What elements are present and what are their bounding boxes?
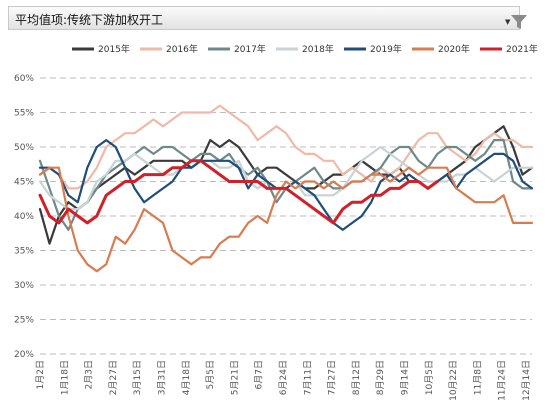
chart-title: 平均值项:传统下游加权开工 xyxy=(15,13,164,27)
legend-label: 2018年 xyxy=(302,43,334,55)
filter-icon[interactable] xyxy=(510,13,528,31)
chart-legend: 2015年 2016年 2017年 2018年 2019年 2020年 2021年 xyxy=(72,43,538,55)
legend-label: 2019年 xyxy=(370,43,402,55)
series-line-2021年 xyxy=(38,159,439,225)
y-tick-label: 20% xyxy=(14,350,34,360)
y-tick-label: 60% xyxy=(14,74,34,84)
dropdown-arrow-icon[interactable]: ▼ xyxy=(505,18,511,26)
chart-series xyxy=(38,104,534,273)
legend-label: 2020年 xyxy=(438,43,470,55)
x-tick-label: 11月8日 xyxy=(472,360,483,395)
x-tick-label: 6月24日 xyxy=(278,360,289,395)
y-tick-label: 50% xyxy=(14,143,34,153)
legend-label: 2015年 xyxy=(98,43,130,55)
x-tick-label: 9月14日 xyxy=(400,360,411,395)
x-tick-label: 1月2日 xyxy=(35,360,46,389)
x-tick-label: 5月21日 xyxy=(229,360,240,395)
x-tick-label: 7月27日 xyxy=(327,360,338,395)
y-tick-label: 55% xyxy=(14,109,34,119)
x-tick-label: 7月11日 xyxy=(302,360,313,395)
x-tick-label: 10月5日 xyxy=(424,360,435,395)
x-tick-label: 5月5日 xyxy=(205,360,216,389)
x-tick-label: 3月31日 xyxy=(157,360,168,395)
x-tick-label: 8月29日 xyxy=(375,360,386,395)
y-axis-ticks: 20% 25% 30% 35% 40% 45% 50% 55% 60% xyxy=(14,74,34,360)
x-tick-label: 12月14日 xyxy=(521,360,532,401)
x-tick-label: 11月24日 xyxy=(497,360,508,401)
x-tick-label: 2月3日 xyxy=(84,360,95,389)
y-tick-label: 30% xyxy=(14,281,34,291)
legend-label: 2017年 xyxy=(234,43,266,55)
legend-label: 2016年 xyxy=(166,43,198,55)
x-tick-label: 4月18日 xyxy=(181,360,192,395)
y-tick-label: 45% xyxy=(14,178,34,188)
y-tick-label: 40% xyxy=(14,212,34,222)
y-tick-label: 35% xyxy=(14,247,34,257)
x-tick-label: 1月18日 xyxy=(59,360,70,395)
y-tick-label: 25% xyxy=(14,316,34,326)
series-line-2020年 xyxy=(38,166,534,273)
x-tick-label: 3月15日 xyxy=(132,360,143,395)
chart-filter-bar[interactable]: 平均值项:传统下游加权开工 ▼ xyxy=(8,6,527,30)
series-line-2016年 xyxy=(38,104,534,190)
x-tick-label: 8月12日 xyxy=(351,360,362,395)
x-tick-label: 10月22日 xyxy=(448,360,459,401)
x-tick-label: 2月27日 xyxy=(108,360,119,395)
legend-label: 2021年 xyxy=(506,43,538,55)
x-axis-ticks: 1月2日 1月18日 2月3日 2月27日 3月15日 3月31日 4月18日 5月5日 5月2… xyxy=(35,360,532,401)
x-tick-label: 6月7日 xyxy=(254,360,265,389)
chart-grid xyxy=(40,77,532,355)
